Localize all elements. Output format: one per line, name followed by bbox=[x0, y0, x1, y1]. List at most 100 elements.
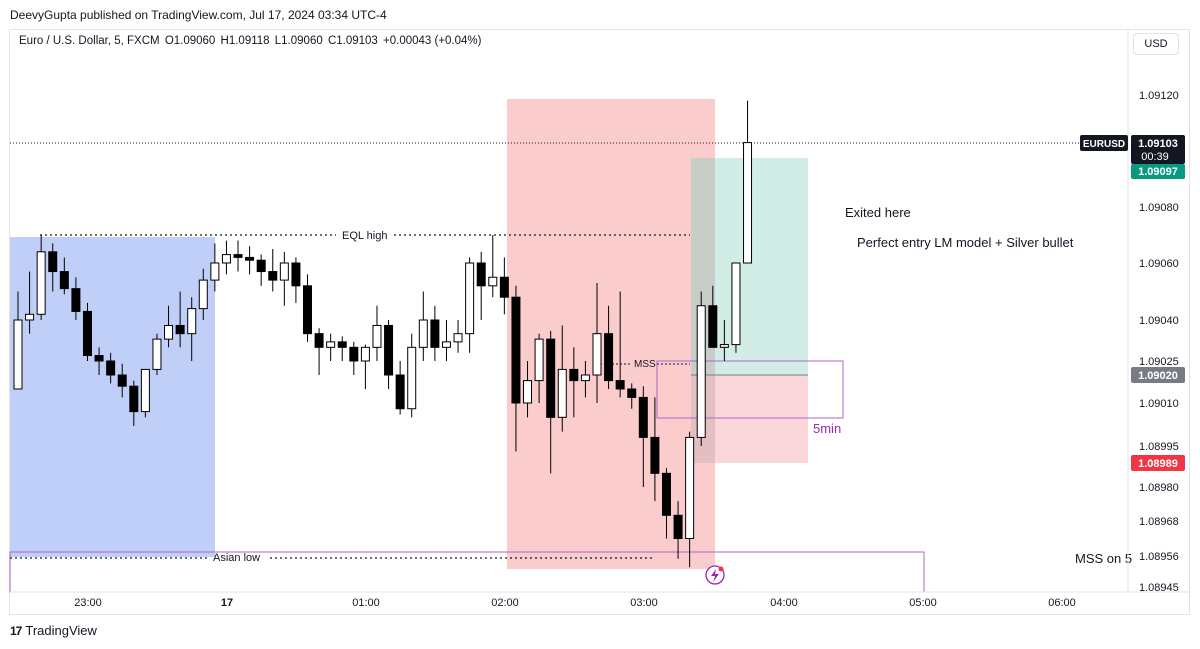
bearish-candle[interactable] bbox=[48, 251, 58, 273]
bearish-candle[interactable] bbox=[395, 374, 405, 410]
bearish-candle[interactable] bbox=[303, 285, 312, 335]
bullish-candle[interactable] bbox=[372, 324, 382, 348]
last-price-tag: 1.09103 00:39 bbox=[1131, 135, 1185, 164]
bearish-candle[interactable] bbox=[314, 333, 324, 348]
bearish-candle[interactable] bbox=[117, 374, 127, 387]
bearish-candle[interactable] bbox=[94, 355, 104, 362]
stop-price-tag: 1.08989 bbox=[1131, 455, 1185, 471]
bullish-candle[interactable] bbox=[198, 279, 208, 310]
bullish-candle[interactable] bbox=[743, 142, 753, 264]
bearish-candle[interactable] bbox=[476, 262, 486, 287]
bullish-candle[interactable] bbox=[407, 346, 417, 410]
bearish-candle[interactable] bbox=[71, 288, 81, 312]
target-price-tag: 1.09097 bbox=[1131, 164, 1185, 179]
bullish-candle[interactable] bbox=[523, 380, 533, 404]
price-tick-label: 1.09040 bbox=[1139, 315, 1179, 327]
lightning-icon[interactable] bbox=[705, 565, 725, 585]
bullish-candle[interactable] bbox=[441, 341, 451, 348]
bearish-candle[interactable] bbox=[106, 360, 116, 376]
symbol-legend: Euro / U.S. Dollar, 5, FXCM O1.09060 H1.… bbox=[19, 35, 483, 47]
price-tick-label: 1.09080 bbox=[1139, 202, 1179, 214]
bullish-candle[interactable] bbox=[360, 346, 370, 362]
bullish-candle[interactable] bbox=[279, 262, 289, 281]
bearish-candle[interactable] bbox=[673, 514, 683, 539]
bullish-candle[interactable] bbox=[580, 374, 590, 382]
bearish-candle[interactable] bbox=[384, 324, 394, 376]
price-change: +0.00043 (+0.04%) bbox=[383, 35, 482, 47]
chart-frame bbox=[9, 29, 1190, 615]
bearish-candle[interactable] bbox=[256, 259, 266, 273]
bearish-candle[interactable] bbox=[129, 385, 139, 413]
price-tick-label: 1.09120 bbox=[1139, 90, 1179, 102]
bullish-candle[interactable] bbox=[534, 338, 544, 382]
bearish-candle[interactable] bbox=[638, 396, 648, 438]
loss-zone bbox=[691, 375, 808, 463]
bearish-candle[interactable] bbox=[82, 310, 92, 357]
bullish-candle[interactable] bbox=[140, 368, 150, 413]
bullish-candle[interactable] bbox=[719, 344, 729, 348]
bullish-candle[interactable] bbox=[152, 338, 162, 370]
bullish-candle[interactable] bbox=[731, 262, 741, 346]
bearish-candle[interactable] bbox=[708, 305, 718, 348]
bearish-candle[interactable] bbox=[245, 256, 255, 261]
time-axis[interactable]: 23:00 17 01:00 02:00 03:00 04:00 05:00 06:00 bbox=[74, 597, 1076, 609]
ohlc-high: H1.09118 bbox=[220, 35, 270, 47]
bearish-candle[interactable] bbox=[337, 341, 347, 348]
bullish-candle[interactable] bbox=[418, 319, 428, 348]
currency-button[interactable]: USD bbox=[1133, 33, 1179, 55]
ohlc-low: L1.09060 bbox=[274, 35, 323, 47]
ohlc-close: C1.09103 bbox=[327, 35, 378, 47]
svg-text:1.09103: 1.09103 bbox=[1138, 138, 1178, 150]
tradingview-logo-icon: 17 bbox=[10, 623, 22, 638]
perfect-entry-note: Perfect entry LM model + Silver bullet bbox=[857, 235, 1074, 250]
bearish-candle[interactable] bbox=[511, 296, 521, 404]
bullish-candle[interactable] bbox=[221, 254, 231, 264]
bullish-candle[interactable] bbox=[465, 262, 475, 335]
bearish-candle[interactable] bbox=[499, 276, 509, 298]
bullish-candle[interactable] bbox=[592, 333, 602, 376]
bullish-candle[interactable] bbox=[164, 324, 174, 340]
publish-info: DeevyGupta published on TradingView.com,… bbox=[10, 8, 387, 22]
bearish-candle[interactable] bbox=[233, 254, 243, 258]
bearish-candle[interactable] bbox=[627, 388, 637, 398]
bullish-candle[interactable] bbox=[25, 313, 35, 321]
symbol-name[interactable]: Euro / U.S. Dollar, 5, FXCM bbox=[19, 35, 160, 47]
bearish-candle[interactable] bbox=[650, 436, 660, 474]
time-tick-label: 17 bbox=[221, 597, 233, 609]
bullish-candle[interactable] bbox=[696, 305, 706, 438]
bullish-candle[interactable] bbox=[210, 262, 220, 281]
bearish-candle[interactable] bbox=[59, 271, 69, 290]
bullish-candle[interactable] bbox=[488, 276, 498, 287]
bullish-candle[interactable] bbox=[453, 333, 463, 343]
entry-price-tag: 1.09020 bbox=[1131, 367, 1185, 383]
time-tick-label: 03:00 bbox=[630, 597, 658, 609]
bullish-candle[interactable] bbox=[13, 319, 23, 390]
five-min-label: 5min bbox=[813, 421, 841, 436]
price-axis[interactable]: 1.09120 1.09080 1.09060 1.09040 1.09025 1.090… bbox=[1139, 90, 1179, 594]
price-tick-label: 1.08956 bbox=[1139, 551, 1179, 563]
svg-text:1.08989: 1.08989 bbox=[1138, 458, 1178, 470]
mss-on-5-note: MSS on 5 bbox=[1075, 551, 1132, 566]
ohlc-open: O1.09060 bbox=[164, 35, 216, 47]
price-tick-label: 1.09025 bbox=[1139, 356, 1179, 368]
bullish-candle[interactable] bbox=[36, 251, 46, 315]
bearish-candle[interactable] bbox=[268, 271, 278, 281]
bullish-candle[interactable] bbox=[557, 368, 567, 418]
bearish-candle[interactable] bbox=[546, 338, 556, 418]
symbol-price-tag: EURUSD bbox=[1080, 135, 1128, 151]
bearish-candle[interactable] bbox=[604, 333, 614, 382]
bullish-candle[interactable] bbox=[187, 308, 197, 335]
eql-high-label: EQL high bbox=[342, 230, 387, 242]
bearish-candle[interactable] bbox=[349, 346, 359, 362]
bearish-candle[interactable] bbox=[430, 319, 440, 348]
bearish-candle[interactable] bbox=[615, 380, 625, 390]
bearish-candle[interactable] bbox=[661, 472, 671, 516]
exited-here-note: Exited here bbox=[845, 205, 911, 220]
bearish-candle[interactable] bbox=[291, 262, 301, 287]
bearish-candle[interactable] bbox=[175, 324, 185, 335]
mss-5min-box[interactable] bbox=[656, 360, 844, 419]
bullish-candle[interactable] bbox=[326, 341, 336, 348]
bearish-candle[interactable] bbox=[569, 368, 579, 382]
bullish-candle[interactable] bbox=[685, 436, 695, 539]
